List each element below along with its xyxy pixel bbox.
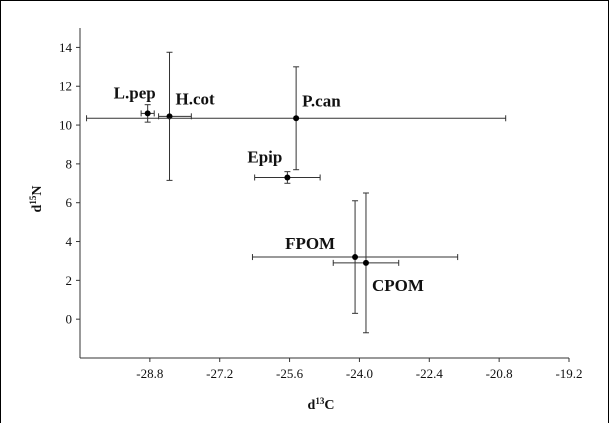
data-marks: L.pep H.cot P.can Epip FPOM CPOM [86,51,507,334]
x-axis-title: d13C [308,396,335,413]
point-marker [284,174,291,181]
x-tick-label: -25.6 [276,366,304,381]
point-marker [144,110,151,117]
y-tick-label: 14 [59,40,73,55]
y-tick-label: 0 [66,312,73,327]
data-point-p-can: P.can [86,66,507,171]
y-tick-label: 4 [66,234,73,249]
point-marker [352,254,359,261]
y-tick-label: 12 [59,79,72,94]
x-tick-label: -27.2 [206,366,233,381]
point-label: P.can [302,91,341,110]
point-marker [362,259,369,266]
point-label: L.pep [114,83,156,102]
x-tick-label: -28.8 [136,366,163,381]
y-tick-label: 10 [59,118,72,133]
data-point-epip: Epip [247,147,321,184]
data-point-fpom: FPOM [251,200,459,314]
point-label: Epip [247,147,282,166]
point-label: CPOM [372,276,424,295]
axes: -28.8 -27.2 -25.6 -24.0 -22.4 -20.8 -19.2 0 2 4 6 8… [59,28,583,381]
data-point-h-cot: H.cot [158,51,216,181]
x-tick-label: -19.2 [555,366,582,381]
x-tick-label: -20.8 [486,366,513,381]
y-tick-label: 2 [66,273,73,288]
point-label: FPOM [285,234,335,253]
point-label: H.cot [176,89,216,108]
x-tick-label: -22.4 [416,366,444,381]
x-tick-label: -24.0 [346,366,373,381]
y-tick-label: 8 [66,156,73,171]
y-axis-title: d15N [28,186,45,213]
point-marker [293,115,300,122]
y-tick-label: 6 [66,195,73,210]
data-point-cpom: CPOM [332,192,424,334]
data-point-l-pep: L.pep [114,83,156,123]
